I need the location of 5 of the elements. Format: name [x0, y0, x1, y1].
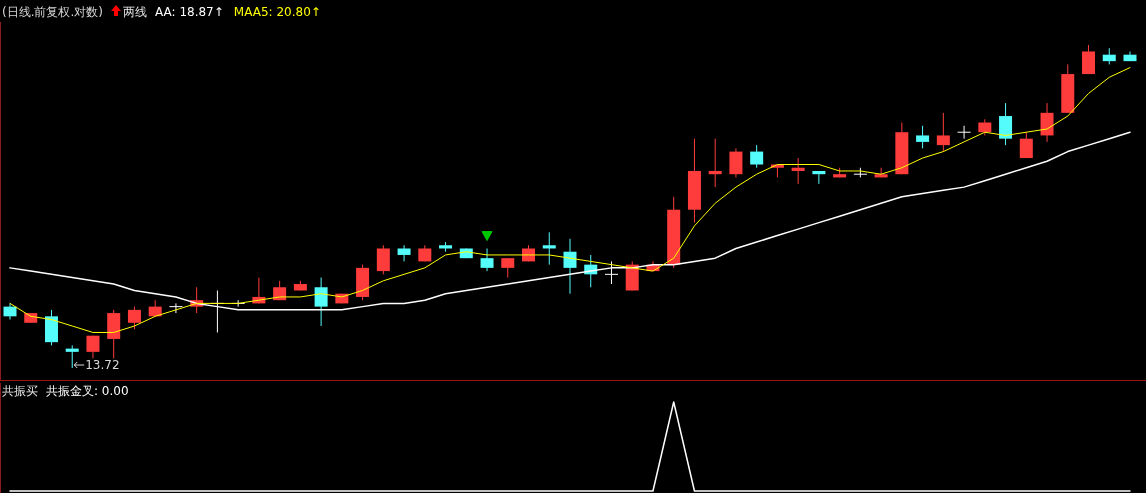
title: (日线.前复权.对数) [2, 5, 103, 19]
legend: 共振金叉: 0.00 [46, 384, 129, 398]
annotation: 13.72 [85, 358, 120, 372]
legend: MAA5: 20.80↑ [233, 5, 321, 19]
legend: AA: 18.87↑ [155, 5, 224, 19]
